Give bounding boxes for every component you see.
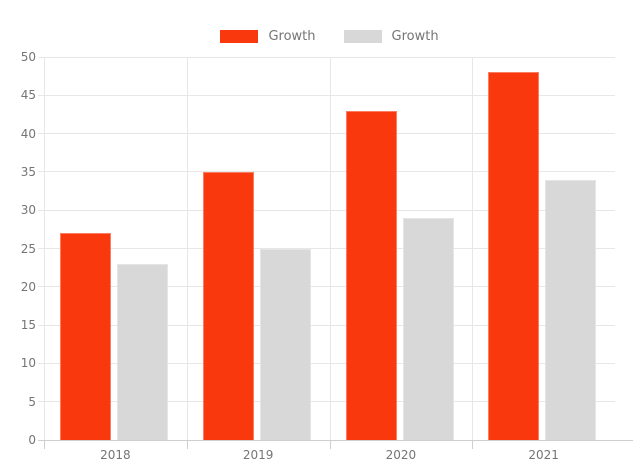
y-axis-tick-label: 30 bbox=[20, 203, 36, 218]
y-axis-tick-label: 20 bbox=[20, 279, 36, 294]
bar-series-1-2021[interactable] bbox=[488, 72, 540, 440]
gridline-horizontal bbox=[38, 56, 615, 58]
bar-series-2-2018[interactable] bbox=[117, 263, 168, 440]
y-axis-tick-label: 35 bbox=[20, 164, 36, 179]
y-axis-tick-label: 0 bbox=[28, 433, 36, 447]
gridline-horizontal bbox=[38, 209, 615, 211]
gridline-horizontal bbox=[38, 94, 615, 96]
x-axis-tick bbox=[186, 440, 188, 449]
gridline-horizontal bbox=[38, 324, 615, 326]
y-axis-labels: 0 5 10 15 20 25 30 35 40 45 50 bbox=[0, 50, 36, 447]
bar-series-2-2020[interactable] bbox=[402, 217, 454, 440]
gridline-horizontal bbox=[38, 362, 615, 364]
bar-series-2-2019[interactable] bbox=[259, 248, 311, 440]
gridline-horizontal bbox=[38, 171, 615, 173]
gridline-horizontal bbox=[38, 401, 615, 403]
gridline-vertical bbox=[472, 57, 474, 440]
gridline-horizontal bbox=[38, 133, 615, 135]
y-axis-tick-label: 50 bbox=[20, 50, 36, 64]
bar-series-1-2019[interactable] bbox=[202, 171, 254, 440]
gridline-horizontal bbox=[38, 286, 615, 288]
y-axis-tick-label: 40 bbox=[20, 126, 36, 141]
chart-legend: Growth Growth bbox=[44, 27, 615, 45]
y-axis-tick-label: 15 bbox=[20, 318, 36, 333]
bar-series-1-2018[interactable] bbox=[60, 233, 111, 440]
x-axis-tick bbox=[472, 440, 474, 449]
gridline-vertical bbox=[44, 57, 45, 440]
gridline-horizontal bbox=[38, 248, 615, 249]
y-axis-tick-label: 25 bbox=[20, 241, 36, 256]
legend-item-2[interactable]: Growth bbox=[343, 28, 439, 44]
gridline-vertical bbox=[329, 57, 331, 440]
legend-swatch-icon bbox=[220, 29, 259, 43]
legend-item-1[interactable]: Growth bbox=[220, 28, 316, 44]
y-axis-tick-label: 5 bbox=[28, 394, 36, 409]
gridline-vertical bbox=[186, 57, 188, 440]
x-axis-category-label: 2021 bbox=[528, 448, 559, 462]
y-axis-tick-label: 10 bbox=[20, 356, 36, 371]
legend-item-label: Growth bbox=[268, 28, 316, 44]
plot-area bbox=[38, 56, 615, 440]
x-axis-tick bbox=[44, 440, 45, 449]
x-axis-category-label: 2019 bbox=[242, 448, 274, 462]
x-axis-line bbox=[38, 440, 633, 441]
y-axis-tick-label: 45 bbox=[20, 88, 36, 103]
x-axis-category-label: 2018 bbox=[100, 448, 131, 462]
x-axis-labels: 2018 2019 2020 2021 bbox=[44, 448, 615, 464]
bar-series-2-2021[interactable] bbox=[545, 179, 597, 440]
x-axis-category-label: 2020 bbox=[385, 448, 417, 462]
legend-item-label: Growth bbox=[391, 28, 439, 44]
bar-series-1-2020[interactable] bbox=[345, 110, 397, 440]
legend-swatch-icon bbox=[343, 29, 382, 43]
x-axis-tick bbox=[329, 440, 331, 449]
